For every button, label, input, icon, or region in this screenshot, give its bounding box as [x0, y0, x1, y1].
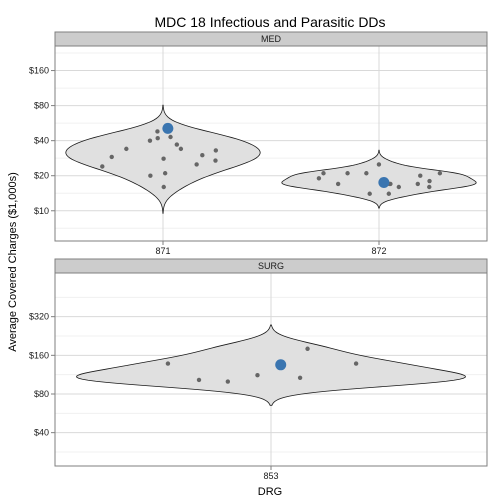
data-point	[194, 162, 199, 167]
data-point	[255, 373, 260, 378]
data-point	[367, 191, 372, 196]
data-point	[353, 361, 359, 366]
data-point	[109, 154, 114, 160]
data-point	[213, 148, 219, 153]
chart-title: MDC 18 Infectious and Parasitic DDs	[154, 14, 385, 30]
facet-panels: $10 $20 $40 $80 $160 871 872 MED $40 $80 $160 $320 8…	[29, 31, 488, 481]
data-point	[155, 129, 160, 134]
x-axis-title: DRG	[258, 486, 282, 498]
data-point	[178, 146, 184, 152]
y-tick-label: $40	[34, 428, 49, 438]
data-point	[147, 138, 153, 143]
data-point	[200, 153, 205, 158]
data-point	[321, 171, 326, 176]
data-point	[305, 346, 310, 351]
data-point	[196, 377, 202, 383]
data-point	[335, 181, 341, 187]
strip-background	[54, 258, 488, 274]
x-tick-label: 853	[263, 471, 278, 481]
data-point	[418, 173, 423, 178]
data-point	[148, 173, 153, 178]
data-point	[162, 171, 168, 176]
data-point	[165, 361, 171, 366]
x-tick-label: 871	[155, 246, 170, 256]
strip-label: SURG	[258, 261, 284, 271]
y-tick-label: $80	[34, 389, 49, 399]
y-axis-title: Average Covered Charges ($1,000s)	[7, 172, 19, 352]
y-tick-label: $160	[29, 66, 49, 76]
data-point	[155, 135, 160, 141]
data-point	[427, 178, 432, 184]
y-tick-label: $10	[34, 206, 49, 216]
data-point	[437, 171, 443, 176]
data-point	[213, 158, 218, 163]
violin-853	[76, 324, 466, 406]
y-tick-label: $80	[34, 101, 49, 111]
data-point	[364, 171, 369, 176]
data-point	[225, 379, 231, 384]
y-tick-label: $160	[29, 350, 49, 360]
data-point	[124, 146, 129, 152]
data-point	[161, 184, 166, 190]
panel-med: $10 $20 $40 $80 $160 871 872 MED	[29, 31, 488, 256]
data-point	[161, 156, 166, 161]
violin-872	[281, 149, 477, 209]
data-point	[396, 184, 402, 190]
data-point	[345, 171, 350, 176]
y-tick-label: $20	[34, 171, 49, 181]
data-point	[386, 191, 392, 196]
data-point	[376, 162, 382, 167]
strip-background	[54, 31, 488, 47]
data-point	[168, 134, 173, 140]
y-tick-label: $40	[34, 136, 49, 146]
x-tick-label: 872	[371, 246, 386, 256]
mean-marker	[162, 122, 174, 134]
strip-label: MED	[261, 34, 282, 44]
data-point	[100, 164, 105, 169]
data-point	[174, 142, 180, 147]
data-point	[415, 181, 420, 187]
data-point	[297, 375, 303, 380]
data-point	[427, 184, 432, 190]
mean-marker	[275, 359, 287, 371]
panel-surg: $40 $80 $160 $320 853 SURG	[29, 258, 488, 481]
data-point	[316, 176, 322, 181]
mean-marker	[378, 176, 390, 188]
y-tick-label: $320	[29, 312, 49, 322]
